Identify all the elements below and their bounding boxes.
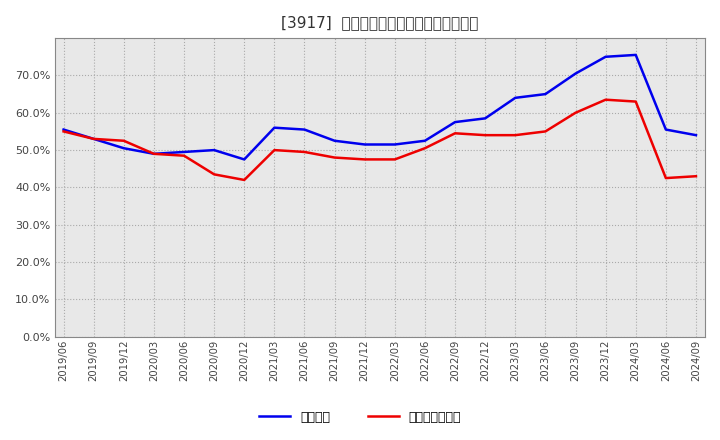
固定長期適合率	[150, 151, 158, 157]
固定長期適合率	[210, 172, 218, 177]
固定比率	[451, 119, 459, 125]
固定比率	[662, 127, 670, 132]
固定比率	[361, 142, 369, 147]
固定比率	[300, 127, 309, 132]
固定比率	[210, 147, 218, 153]
固定長期適合率	[631, 99, 640, 104]
固定長期適合率	[511, 132, 520, 138]
固定比率	[631, 52, 640, 58]
固定長期適合率	[390, 157, 399, 162]
固定比率	[511, 95, 520, 100]
固定比率	[270, 125, 279, 130]
固定長期適合率	[541, 129, 549, 134]
固定比率	[180, 149, 189, 154]
固定比率	[420, 138, 429, 143]
Line: 固定比率: 固定比率	[63, 55, 696, 159]
固定長期適合率	[601, 97, 610, 103]
固定長期適合率	[692, 173, 701, 179]
Line: 固定長期適合率: 固定長期適合率	[63, 100, 696, 180]
固定長期適合率	[240, 177, 248, 183]
固定長期適合率	[59, 129, 68, 134]
固定長期適合率	[180, 153, 189, 158]
固定長期適合率	[481, 132, 490, 138]
固定長期適合率	[270, 147, 279, 153]
固定比率	[390, 142, 399, 147]
固定長期適合率	[662, 176, 670, 181]
固定比率	[89, 136, 98, 142]
固定比率	[330, 138, 339, 143]
固定長期適合率	[330, 155, 339, 160]
固定比率	[59, 127, 68, 132]
固定比率	[150, 151, 158, 157]
固定比率	[692, 132, 701, 138]
固定長期適合率	[571, 110, 580, 115]
固定長期適合率	[361, 157, 369, 162]
固定比率	[240, 157, 248, 162]
固定長期適合率	[120, 138, 128, 143]
Title: [3917]  固定比率、固定長期適合率の推移: [3917] 固定比率、固定長期適合率の推移	[281, 15, 479, 30]
固定長期適合率	[451, 131, 459, 136]
固定比率	[120, 146, 128, 151]
固定比率	[601, 54, 610, 59]
固定比率	[481, 116, 490, 121]
固定長期適合率	[89, 136, 98, 142]
固定比率	[541, 92, 549, 97]
固定比率	[571, 71, 580, 76]
固定長期適合率	[300, 149, 309, 154]
Legend: 固定比率, 固定長期適合率: 固定比率, 固定長期適合率	[253, 407, 467, 429]
固定長期適合率	[420, 146, 429, 151]
